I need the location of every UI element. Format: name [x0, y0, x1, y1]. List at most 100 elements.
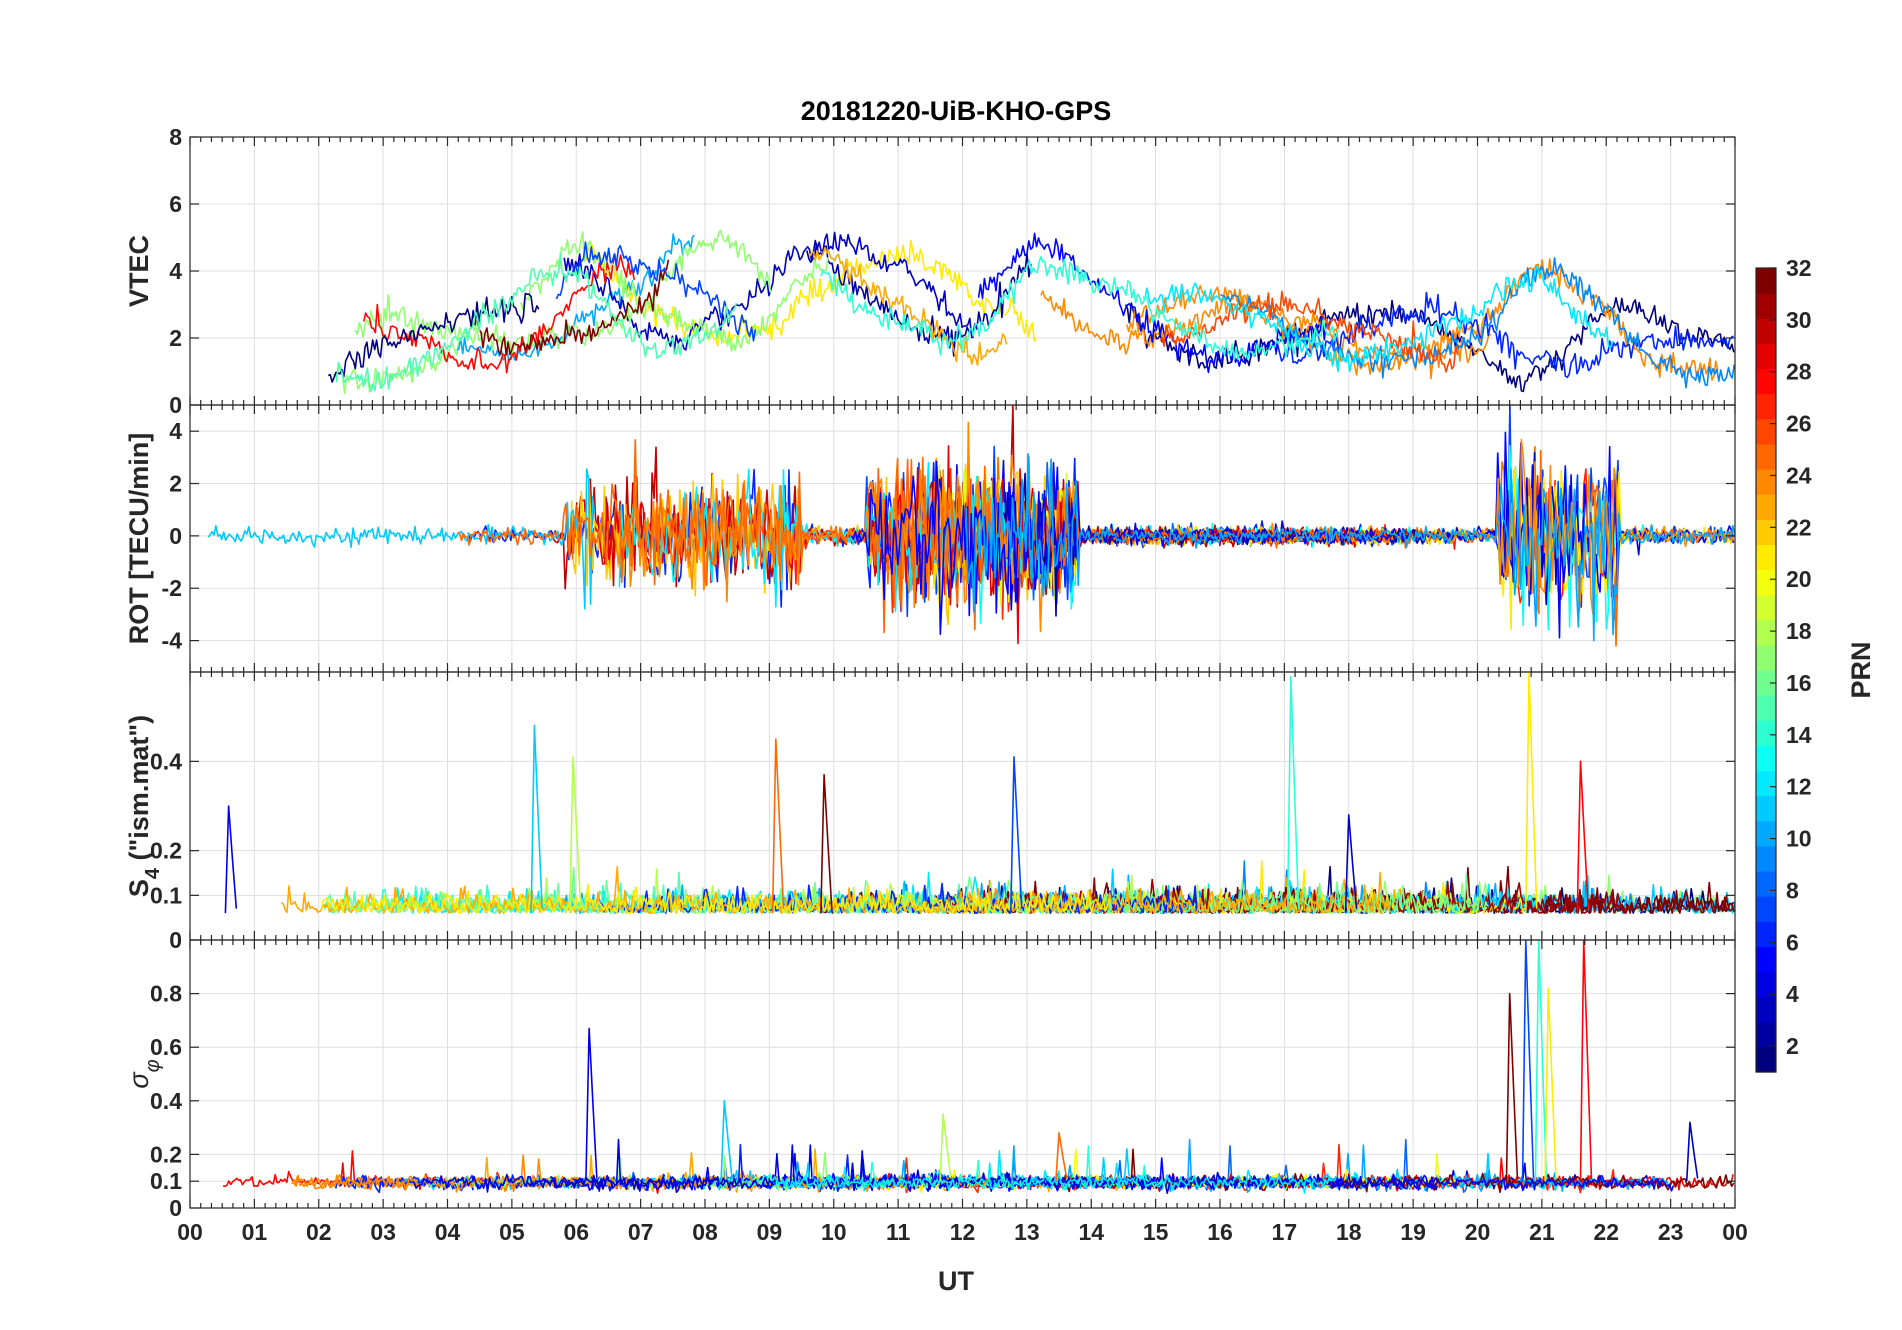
colorbar-band [1756, 443, 1776, 470]
x-tick-label: 20 [1465, 1219, 1491, 1245]
scintillation-spike [569, 756, 582, 914]
panel-3: 0 0.1 0.2 0.4S4 ("ism.mat") [124, 671, 1736, 953]
y-tick-label: 2 [169, 471, 182, 497]
colorbar-tick-label: 6 [1786, 929, 1799, 955]
colorbar-band [1756, 393, 1776, 420]
colorbar-frame [1755, 267, 1777, 1073]
colorbar-band [1756, 1021, 1776, 1048]
y-tick-label: 8 [169, 124, 182, 150]
y-tick-label: 0.4 [150, 1088, 182, 1114]
x-tick-label: 19 [1400, 1219, 1426, 1245]
colorbar-band [1756, 318, 1776, 344]
x-tick-label: 16 [1207, 1219, 1233, 1245]
colorbar-tick-label: 2 [1786, 1033, 1799, 1059]
scintillation-spike [771, 738, 785, 914]
scintillation-spike [1544, 987, 1557, 1182]
colorbar-band [1756, 795, 1776, 822]
panel-1: 0 2 4 6 8 VTEC [124, 124, 1736, 418]
colorbar-band [1756, 644, 1776, 671]
prn-series-line [965, 453, 1735, 642]
x-tick-label: 23 [1658, 1219, 1684, 1245]
scintillation-spike [1524, 672, 1538, 914]
colorbar-band [1756, 670, 1776, 696]
y-tick-label: 4 [169, 258, 182, 284]
colorbar-tick-label: 20 [1786, 566, 1812, 592]
colorbar-band [1756, 745, 1776, 772]
y-tick-label: 0.8 [150, 981, 182, 1007]
colorbar-tick-label: 26 [1786, 411, 1812, 437]
scintillation-spike [1576, 760, 1590, 914]
x-tick-label: 10 [821, 1219, 847, 1245]
y-tick-label: 2 [169, 325, 182, 351]
colorbar-band [1756, 695, 1776, 721]
y-tick-label: 4 [169, 418, 182, 444]
colorbar-band [1756, 569, 1776, 596]
y-tick-label: 6 [169, 191, 182, 217]
series-group [224, 672, 1735, 915]
prn-series-line [581, 239, 1037, 347]
x-tick-label: 08 [692, 1219, 718, 1245]
prn-series-line [354, 229, 772, 358]
x-tick-label: 17 [1272, 1219, 1298, 1245]
colorbar-band [1756, 871, 1776, 897]
colorbar-band [1756, 770, 1776, 797]
colorbar-band [1756, 469, 1776, 495]
scintillation-spike [1009, 756, 1023, 914]
colorbar-band [1756, 343, 1776, 370]
scintillation-spike [720, 1100, 733, 1182]
x-tick-label: 09 [757, 1219, 783, 1245]
scintillation-spike [1685, 1121, 1699, 1182]
colorbar-band [1756, 996, 1776, 1023]
y-tick-label: 0 [169, 392, 182, 418]
colorbar-band [1756, 418, 1776, 445]
prn-series-line [806, 243, 1032, 357]
prn-series-line [1040, 288, 1492, 380]
x-tick-label: 15 [1143, 1219, 1169, 1245]
colorbar-tick-label: 8 [1786, 877, 1799, 903]
series-group [207, 405, 1735, 647]
colorbar-band [1756, 293, 1776, 319]
y-axis-label: ROT [TECU/min] [124, 433, 154, 644]
colorbar-tick-label: 16 [1786, 670, 1812, 696]
prn-series-line [520, 231, 829, 352]
scintillation-spike [1579, 940, 1593, 1182]
y-tick-label: 0.2 [150, 1141, 182, 1167]
prn-series-line [820, 255, 1340, 361]
y-tick-label: 0.1 [150, 882, 182, 908]
x-tick-label: 05 [499, 1219, 525, 1245]
y-tick-label: 0.2 [150, 838, 182, 864]
chart-title: 20181220-UiB-KHO-GPS [801, 96, 1112, 126]
colorbar-tick-label: 4 [1786, 981, 1799, 1007]
x-tick-label: 06 [563, 1219, 589, 1245]
y-tick-label: 0 [169, 927, 182, 953]
x-tick-label: 03 [370, 1219, 396, 1245]
x-tick-label: 21 [1529, 1219, 1555, 1245]
x-tick-label: 11 [886, 1219, 911, 1245]
x-tick-label: 04 [435, 1219, 461, 1245]
colorbar-band [1756, 921, 1776, 947]
x-tick-label: 14 [1078, 1219, 1104, 1245]
scintillation-spike [1055, 1132, 1068, 1182]
colorbar-label: PRN [1846, 641, 1876, 698]
panel-2: -4 -2 0 2 4 ROT [TECU/min] [124, 404, 1736, 673]
scintillation-spike [530, 724, 543, 914]
prn-series-line [1220, 257, 1735, 389]
colorbar-band [1756, 820, 1776, 847]
prn-series-line [770, 1162, 1334, 1192]
x-tick-label: 02 [306, 1219, 332, 1245]
y-tick-label: 0.4 [150, 748, 182, 774]
x-tick-label: 00 [177, 1219, 203, 1245]
scintillation-spike [224, 805, 238, 914]
colorbar-band [1756, 519, 1776, 545]
y-axis-label: VTEC [124, 235, 154, 307]
prn-series-line [1159, 290, 1459, 373]
colorbar-tick-label: 32 [1786, 255, 1812, 281]
colorbar-tick-label: 24 [1786, 462, 1812, 488]
scintillation-spike [1521, 940, 1535, 1182]
colorbar-band [1756, 544, 1776, 571]
colorbar-tick-label: 18 [1786, 618, 1812, 644]
colorbar-tick-label: 22 [1786, 514, 1812, 540]
